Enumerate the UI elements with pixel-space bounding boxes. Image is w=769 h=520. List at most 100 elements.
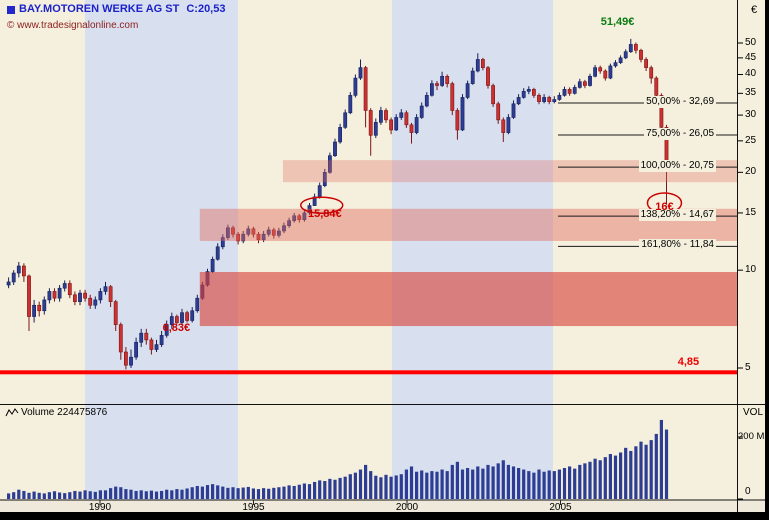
volume-bar [114,486,118,499]
candle-body [134,341,139,358]
volume-bar [517,468,521,499]
candle-body [363,67,368,111]
volume-bar [659,419,663,499]
volume-bar [353,472,357,499]
price-tick-label: 50 [745,37,757,48]
volume-bar [425,472,429,499]
volume-bar [466,468,470,499]
candle-body [287,220,292,227]
candle-body [129,356,133,366]
candle-body [175,316,179,323]
volume-bar [562,468,567,499]
candle-body [649,67,654,79]
candle-body [144,332,149,341]
volume-bar [63,493,67,499]
fib-level-label: 100,00% - 20,75 [638,160,716,173]
volume-bar [256,489,261,499]
volume-bar [486,464,490,499]
price-tick-label: 20 [745,166,757,178]
candle-body [210,259,215,272]
year-label: 2005 [549,502,572,513]
volume-bar [573,468,577,499]
candle-body [282,225,286,232]
volume-bar [190,487,194,499]
candle-body [88,297,93,306]
volume-bar [496,463,500,499]
volume-bar [537,469,541,499]
volume-bar [287,485,291,499]
candle-body [501,119,506,133]
right-frame [765,0,769,520]
candle-body [582,81,587,86]
volume-bar [139,490,143,499]
volume-indicator-label: Volume 224475876 [5,407,107,418]
candle-body [440,75,445,86]
volume-bar [455,461,459,499]
volume-bar [588,461,592,499]
volume-bar [440,469,444,499]
volume-bar [506,464,510,499]
currency-axis-label: € [751,4,758,16]
volume-bar [216,485,220,499]
candle-body [450,83,455,111]
candle-body [231,227,235,235]
volume-bar [435,471,439,499]
candle-body [266,229,271,235]
retracement-zone-upper [282,160,737,183]
volume-bar [522,469,526,499]
year-label: 2000 [395,502,419,513]
volume-bar [364,464,368,499]
candle-body [317,185,322,198]
volume-bar [302,483,306,499]
volume-bar [598,460,602,499]
volume-bar [491,466,495,499]
fib-level-label: 138,20% - 14,67 [638,209,716,222]
candle-body [27,275,31,317]
candle-body [47,291,52,301]
volume-bar [639,441,643,499]
candle-body [190,310,195,321]
volume-bar [98,490,102,499]
candle-body [659,95,664,128]
annotation-support-price: 4,85 [677,356,700,369]
candle-body [475,59,480,72]
candle-body [526,89,531,92]
volume-bar [369,471,373,499]
candle-body [389,119,394,131]
volume-bar [613,455,618,499]
volume-bar [165,489,169,499]
candle-body [195,297,200,312]
volume-bar [415,471,419,499]
candle-body [496,103,501,121]
candle-body [343,112,348,128]
volume-bar [629,450,633,499]
candle-body [149,339,154,350]
candle-body [628,44,633,53]
volume-bar [32,491,36,499]
volume-bar [450,464,454,499]
annotation-peak-price: 51,49€ [600,16,635,29]
candle-body [654,77,659,96]
annotation-low-1997: 15,84€ [307,207,342,220]
volume-bar [318,480,322,499]
candle-body [93,299,98,306]
candle-body [164,324,169,336]
volume-bar [307,484,312,499]
candle-body [124,351,128,366]
candle-body [618,57,623,63]
volume-bar [394,475,398,499]
price-tick-label: 35 [745,87,757,99]
candle-body [333,141,337,157]
fib-level-label: 50,00% - 32,69 [644,95,716,108]
volume-bar [78,491,82,499]
volume-bar [277,487,281,499]
volume-bar [593,458,597,499]
volume-bar [185,488,189,499]
volume-bar [379,477,383,499]
candle-body [154,344,159,350]
candle-body [180,312,184,323]
zigzag-icon [5,408,19,417]
candle-body [11,272,16,283]
